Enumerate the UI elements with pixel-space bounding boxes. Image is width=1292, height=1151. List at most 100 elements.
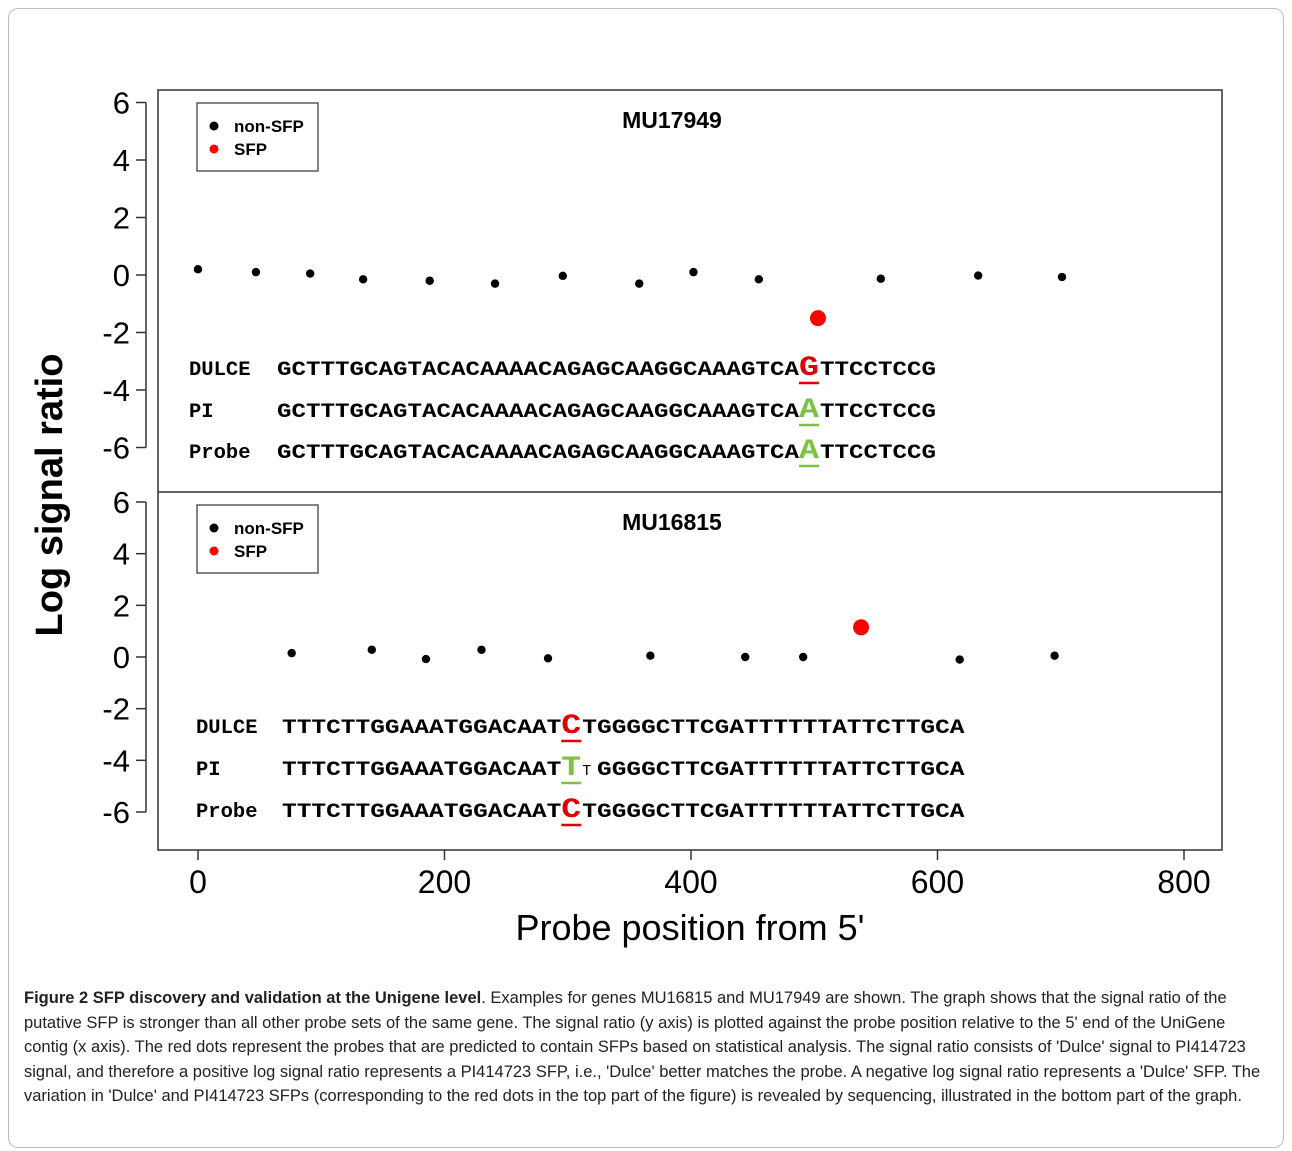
sequence-prefix: GCTTTGCAGTACACAAAACAGAGCAAGGCAAAGTCA [277, 442, 800, 465]
sequence-label: PI [189, 401, 214, 424]
caption-text: . Examples for genes MU16815 and MU17949… [24, 989, 1261, 1105]
non-sfp-point [1050, 651, 1059, 660]
non-sfp-point [876, 274, 886, 283]
y-tick-label: 2 [113, 201, 130, 236]
legend-marker-sfp [209, 546, 219, 556]
x-tick-label: 400 [664, 864, 717, 900]
sequence-suffix: TTCCTCCG [820, 401, 936, 424]
sequence-label: Probe [189, 442, 251, 465]
sequence-prefix: TTTCTTGGAAATGGACAAT [282, 759, 561, 782]
sequence-label: PI [196, 759, 221, 782]
non-sfp-point [193, 265, 203, 274]
legend-marker-sfp [209, 144, 219, 154]
legend-box [196, 504, 319, 574]
legend-label-non-sfp: non-SFP [234, 519, 304, 538]
figure-caption: Figure 2 SFP discovery and validation at… [24, 986, 1268, 1109]
sequence-row: Probe TTTCTTGGAAATGGACAAT C TGGGGCTTCGATTTT… [196, 795, 965, 827]
y-tick-label: 0 [113, 258, 130, 293]
non-sfp-point [558, 271, 568, 281]
sequence-label: Probe [196, 801, 258, 824]
non-sfp-point [490, 279, 500, 288]
y-tick-label: 2 [113, 588, 130, 623]
legend-label-sfp: SFP [234, 140, 267, 159]
legend-label-non-sfp: non-SFP [234, 117, 304, 136]
non-sfp-point [1057, 272, 1067, 282]
y-tick-label: -2 [102, 316, 130, 351]
y-tick-label: 4 [113, 537, 130, 572]
y-tick-label: 4 [113, 143, 130, 178]
panel-bottom: 6 4 2 0 -2 -4 -6 MU16815 non-SFP SFP DULCE TTTCTTGG… [102, 485, 1059, 830]
chart-axes: 0 200 400 600 800 [157, 89, 1223, 900]
caption-bold: Figure 2 SFP discovery and validation at… [24, 989, 482, 1007]
non-sfp-point [477, 645, 486, 654]
sequence-suffix: TTCCTCCG [820, 442, 936, 465]
non-sfp-point [305, 269, 315, 278]
non-sfp-point [421, 654, 431, 664]
y-tick-label: -4 [102, 373, 130, 408]
variant-base: A [799, 395, 819, 426]
y-tick-label: -6 [102, 795, 130, 830]
y-tick-label: -4 [102, 743, 130, 778]
x-tick-label: 0 [189, 864, 207, 900]
sequence-prefix: GCTTTGCAGTACACAAAACAGAGCAAGGCAAAGTCA [277, 359, 800, 382]
sequence-prefix: GCTTTGCAGTACACAAAACAGAGCAAGGCAAAGTCA [277, 401, 800, 424]
non-sfp-point [689, 267, 698, 277]
legend-marker-non-sfp [209, 523, 219, 533]
legend: non-SFP SFP [196, 504, 319, 574]
y-tick-label: -6 [102, 431, 130, 466]
sequence-row: PI GCTTTGCAGTACACAAAACAGAGCAAGGCAAAGTCA A T… [189, 395, 936, 427]
sequence-label: DULCE [189, 359, 251, 382]
y-tick-label: 6 [113, 485, 130, 520]
sequence-suffix-first: T [582, 763, 591, 780]
non-sfp-point [543, 654, 553, 663]
non-sfp-point [251, 267, 261, 277]
y-axis-label: Log signal ratio [29, 354, 71, 637]
non-sfp-point [798, 652, 808, 662]
sequence-suffix: GGGGCTTCGATTTTTTATTCTTGCA [597, 759, 965, 782]
variant-base: T [561, 753, 581, 784]
y-tick-label: -2 [102, 692, 130, 727]
variant-base: G [799, 353, 819, 384]
sequence-suffix: TGGGGCTTCGATTTTTTATTCTTGCA [582, 717, 965, 740]
legend-box [196, 102, 319, 172]
non-sfp-point [955, 655, 964, 664]
non-sfp-point [635, 279, 644, 288]
sequence-row: DULCE GCTTTGCAGTACACAAAACAGAGCAAGGCAAAGTC… [189, 353, 936, 385]
legend-label-sfp: SFP [234, 542, 267, 561]
x-tick-label: 600 [911, 864, 964, 900]
legend: non-SFP SFP [196, 102, 319, 172]
legend-marker-non-sfp [209, 121, 219, 131]
non-sfp-point [973, 271, 983, 280]
variant-base: C [561, 795, 581, 826]
sequence-prefix: TTTCTTGGAAATGGACAAT [282, 717, 561, 740]
panel-title: MU17949 [622, 107, 722, 133]
sequence-row: PI TTTCTTGGAAATGGACAAT T GGGGCTTCGATTTTTTAT… [196, 753, 965, 785]
x-tick-label: 800 [1157, 864, 1210, 900]
plot-box [157, 89, 1223, 851]
sequence-label: DULCE [196, 717, 258, 740]
y-tick-label: 0 [113, 640, 130, 675]
sfp-point [853, 619, 870, 636]
panel-title: MU16815 [622, 509, 722, 535]
variant-base: C [561, 711, 581, 742]
sequence-prefix: TTTCTTGGAAATGGACAAT [282, 801, 561, 824]
sequence-suffix: TTCCTCCG [820, 359, 936, 382]
sequence-row: Probe GCTTTGCAGTACACAAAACAGAGCAAGGCAAAGTC… [189, 436, 936, 468]
y-tick-label: 6 [113, 86, 130, 121]
non-sfp-point [754, 275, 763, 284]
x-tick-label: 200 [418, 864, 471, 900]
panel-top: 6 4 2 0 -2 -4 -6 MU17949 non-SFP SFP DULCE GCTTTGCA… [102, 86, 1067, 468]
variant-base: A [799, 436, 819, 467]
sfp-point [809, 310, 826, 327]
x-axis-label: Probe position from 5' [515, 907, 864, 948]
scatter-chart: 0 200 400 600 800 6 4 2 0 -2 -4 -6 MU17949 non-SFP SF… [29, 86, 1223, 948]
non-sfp-point [741, 652, 750, 662]
sequence-suffix: TGGGGCTTCGATTTTTTATTCTTGCA [582, 801, 965, 824]
non-sfp-point [358, 275, 368, 284]
non-sfp-point [367, 645, 376, 654]
sequence-row: DULCE TTTCTTGGAAATGGACAAT C TGGGGCTTCGATTTT… [196, 711, 965, 743]
non-sfp-point [425, 276, 434, 285]
figure-frame [8, 8, 1284, 1148]
non-sfp-point [646, 651, 655, 660]
non-sfp-point [287, 648, 296, 658]
